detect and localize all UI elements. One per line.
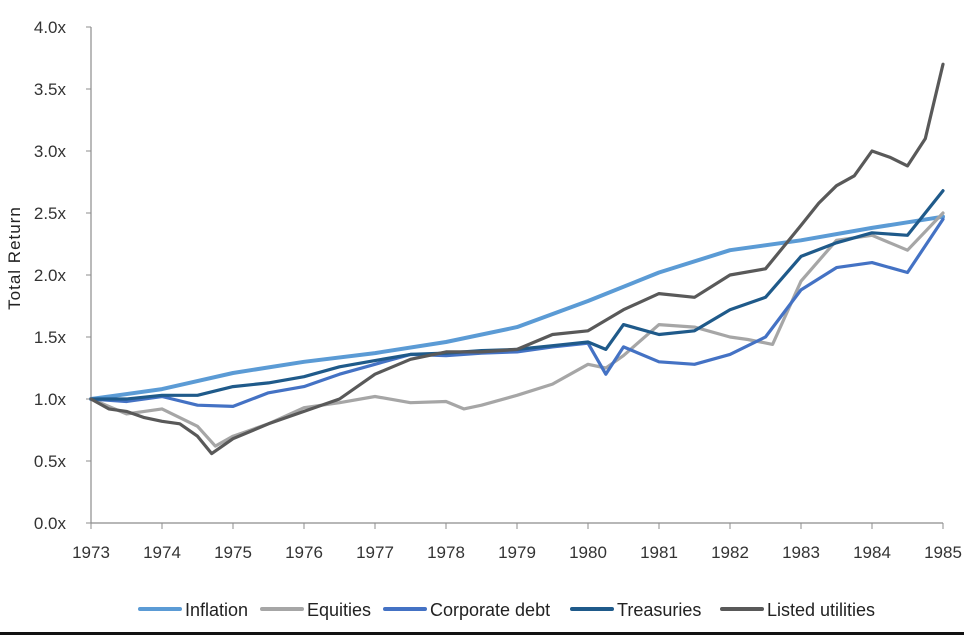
x-tick-label: 1980 (569, 543, 607, 562)
legend-label-equities: Equities (307, 600, 371, 620)
y-tick-label: 4.0x (34, 18, 67, 37)
series-line-treasuries (89, 189, 945, 401)
y-tick-label: 0.5x (34, 452, 67, 471)
series-line-listed-utilities (89, 62, 945, 456)
y-tick-label: 1.5x (34, 328, 67, 347)
legend-label-treasuries: Treasuries (617, 600, 701, 620)
x-tick-label: 1978 (427, 543, 465, 562)
series-line-corporate-debt (89, 217, 945, 408)
x-tick-label: 1973 (72, 543, 110, 562)
y-tick-label: 3.0x (34, 142, 67, 161)
x-tick-label: 1984 (853, 543, 891, 562)
series-line-equities (89, 211, 945, 448)
x-tick-label: 1982 (711, 543, 749, 562)
y-tick-label: 0.0x (34, 514, 67, 533)
x-tick-label: 1985 (924, 543, 962, 562)
y-axis-title: Total Return (5, 206, 24, 310)
legend-label-inflation: Inflation (185, 600, 248, 620)
x-tick-label: 1975 (214, 543, 252, 562)
y-tick-label: 2.5x (34, 204, 67, 223)
y-tick-label: 3.5x (34, 80, 67, 99)
series-lines (89, 62, 945, 456)
series-line-inflation (89, 214, 945, 401)
x-tick-label: 1974 (143, 543, 181, 562)
chart-axes: 0.0x 0.5x 1.0x 1.5x 2.0x 2.5x 3.0x 3.5x 4.0x 1973… (34, 18, 962, 562)
bottom-rule (0, 632, 964, 635)
legend-label-corporate-debt: Corporate debt (430, 600, 550, 620)
x-tick-label: 1979 (498, 543, 536, 562)
x-tick-label: 1976 (285, 543, 323, 562)
x-tick-label: 1983 (782, 543, 820, 562)
y-tick-label: 1.0x (34, 390, 67, 409)
x-tick-label: 1977 (356, 543, 394, 562)
y-tick-label: 2.0x (34, 266, 67, 285)
x-tick-label: 1981 (640, 543, 678, 562)
legend-label-listed-utilities: Listed utilities (767, 600, 875, 620)
chart-legend: Inflation Equities Corporate debt Treasurie… (138, 600, 875, 620)
